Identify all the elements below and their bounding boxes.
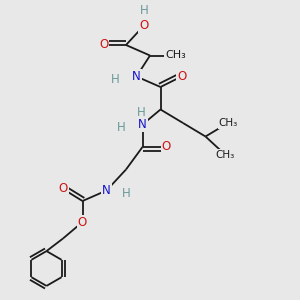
Text: N: N [132,70,141,83]
Text: CH₃: CH₃ [218,118,238,128]
Text: O: O [99,38,108,52]
Text: O: O [177,70,186,83]
Text: H: H [111,73,120,86]
Text: CH₃: CH₃ [165,50,186,61]
Text: N: N [138,118,147,131]
Text: O: O [140,19,148,32]
Text: O: O [162,140,171,154]
Text: O: O [78,215,87,229]
Text: H: H [117,121,126,134]
Text: H: H [140,4,148,17]
Text: N: N [102,184,111,197]
Text: O: O [58,182,68,196]
Text: H: H [136,106,146,119]
Text: H: H [122,187,130,200]
Text: CH₃: CH₃ [215,149,235,160]
